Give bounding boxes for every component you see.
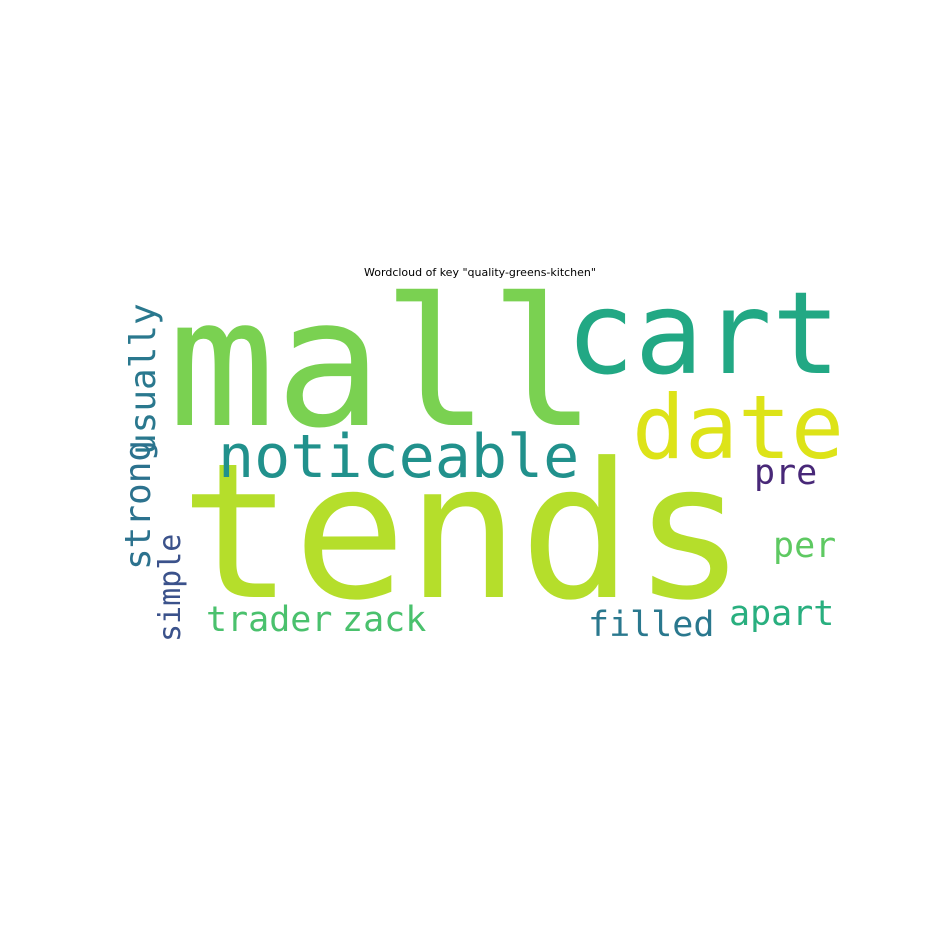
word-noticeable: noticeable — [218, 422, 579, 492]
word-apart: apart — [729, 594, 834, 634]
word-mall: mall — [168, 260, 597, 467]
word-usually: usually — [123, 303, 164, 455]
word-cart: cart — [566, 267, 841, 400]
word-pre: pre — [754, 453, 817, 493]
word-per: per — [773, 526, 836, 566]
figure-title: Wordcloud of key "quality-greens-kitchen… — [364, 266, 596, 279]
word-strong: strong — [118, 440, 159, 570]
word-filled: filled — [588, 605, 714, 645]
word-date: date — [632, 376, 844, 479]
word-zack: zack — [342, 600, 426, 640]
word-simple: simple — [153, 534, 188, 642]
word-tends: tends — [180, 423, 746, 642]
word-trader: trader — [206, 600, 332, 640]
